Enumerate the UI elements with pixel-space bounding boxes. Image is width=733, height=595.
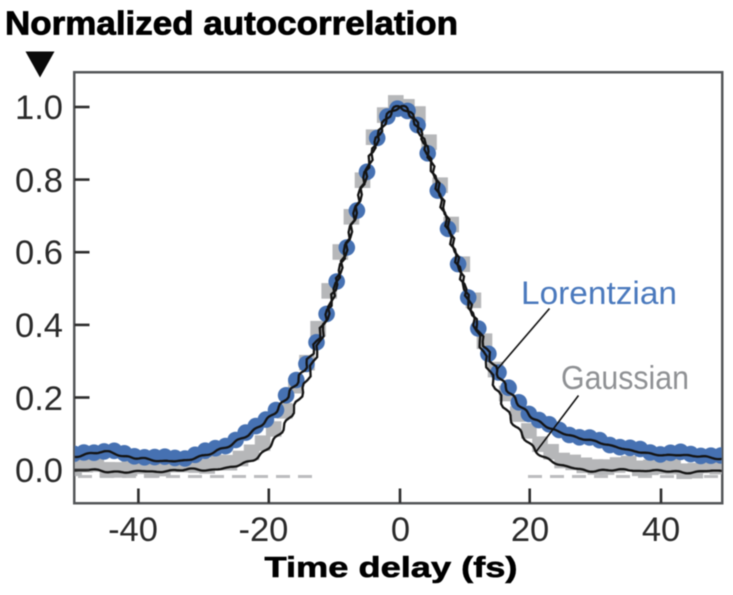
svg-text:Gaussian: Gaussian [561,359,689,396]
svg-text:40: 40 [642,511,680,549]
svg-text:0.0: 0.0 [15,452,63,490]
svg-text:Time delay (fs): Time delay (fs) [265,552,518,584]
svg-text:0.4: 0.4 [15,307,63,345]
svg-text:1.0: 1.0 [15,89,63,127]
svg-text:0.6: 0.6 [15,234,63,272]
svg-text:-40: -40 [108,511,158,549]
svg-text:Normalized autocorrelation: Normalized autocorrelation [5,5,458,42]
svg-text:20: 20 [511,511,549,549]
svg-text:0.8: 0.8 [15,162,63,200]
svg-text:0.2: 0.2 [15,380,63,418]
svg-text:Lorentzian: Lorentzian [521,275,677,311]
svg-text:-20: -20 [238,511,288,549]
svg-text:0: 0 [391,511,410,549]
